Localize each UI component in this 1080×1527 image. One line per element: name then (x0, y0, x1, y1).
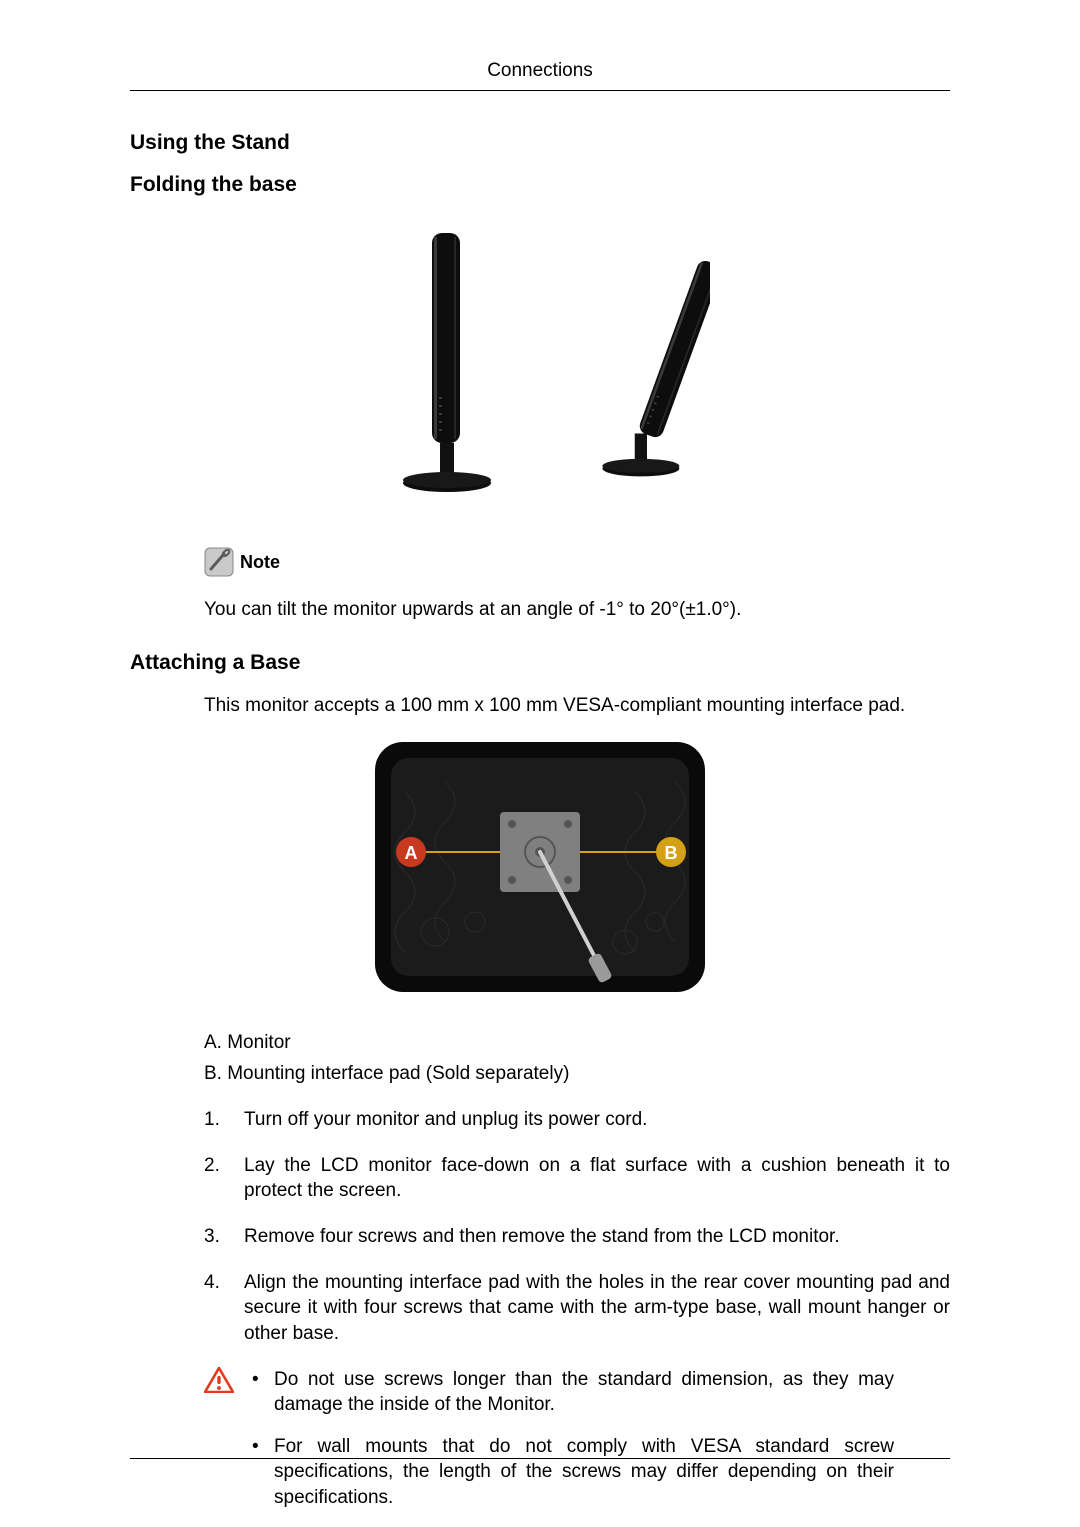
svg-text:B: B (665, 843, 678, 863)
step-1: Turn off your monitor and unplug its pow… (204, 1107, 950, 1133)
figure-vesa-mount: A B (130, 732, 950, 1002)
heading-using-stand: Using the Stand (130, 131, 950, 155)
attaching-intro: This monitor accepts a 100 mm x 100 mm V… (204, 693, 950, 719)
figure-monitor-tilt (130, 227, 950, 507)
footer-rule (130, 1458, 950, 1459)
heading-attaching-base: Attaching a Base (130, 651, 950, 675)
legend-a: A. Monitor (204, 1028, 950, 1058)
step-3: Remove four screws and then remove the s… (204, 1224, 950, 1250)
svg-text:A: A (405, 843, 418, 863)
steps-list: Turn off your monitor and unplug its pow… (204, 1107, 950, 1346)
monitor-tilted-illustration (570, 227, 710, 507)
caution-list: Do not use screws longer than the standa… (248, 1367, 894, 1527)
note-label: Note (240, 552, 280, 573)
heading-folding-base: Folding the base (130, 173, 950, 197)
page-header-section: Connections (130, 60, 950, 90)
caution-item-2: For wall mounts that do not comply with … (248, 1434, 894, 1511)
monitor-upright-illustration (370, 227, 510, 507)
step-2: Lay the LCD monitor face-down on a flat … (204, 1153, 950, 1204)
legend-b: B. Mounting interface pad (Sold separate… (204, 1059, 950, 1089)
note-text: You can tilt the monitor upwards at an a… (204, 597, 950, 623)
step-4: Align the mounting interface pad with th… (204, 1270, 950, 1347)
caution-item-1: Do not use screws longer than the standa… (248, 1367, 894, 1418)
note-icon (204, 547, 234, 577)
header-rule (130, 90, 950, 91)
warning-icon (204, 1367, 234, 1393)
